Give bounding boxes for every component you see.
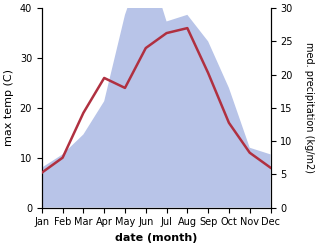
Y-axis label: med. precipitation (kg/m2): med. precipitation (kg/m2)	[304, 42, 314, 173]
Y-axis label: max temp (C): max temp (C)	[4, 69, 14, 146]
X-axis label: date (month): date (month)	[115, 233, 197, 243]
